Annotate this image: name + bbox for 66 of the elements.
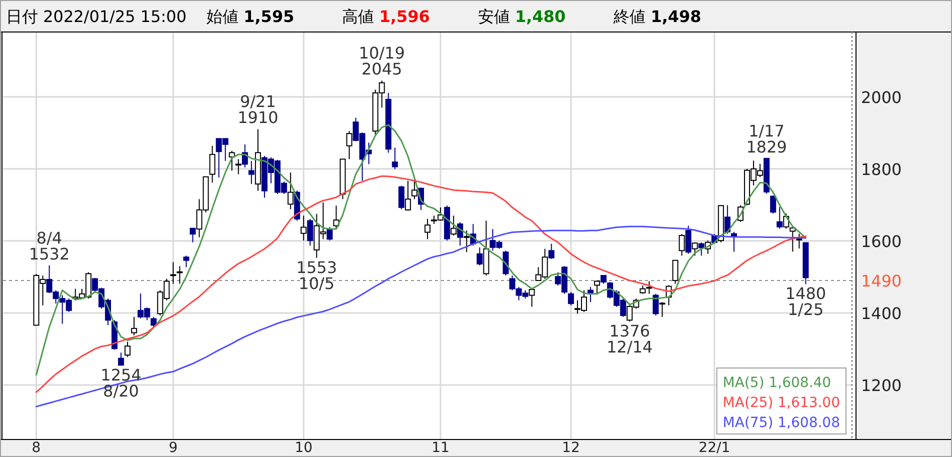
title: 日付 2022/01/25 15:00 [6, 7, 186, 26]
candlestick [548, 243, 554, 260]
x-tick: 22/1 [698, 440, 730, 456]
header-item: 始値 1,595 [206, 7, 294, 26]
y-tick: 1800 [861, 160, 902, 179]
candlestick [183, 255, 190, 268]
candlestick [502, 250, 509, 276]
candlestick [124, 341, 131, 358]
candlestick [659, 302, 666, 318]
candlestick [476, 246, 483, 266]
x-tick: 9 [168, 440, 178, 456]
annotation: 1/17 1829 [746, 121, 787, 156]
candlestick [450, 215, 457, 236]
candlestick [176, 266, 183, 284]
candlestick [346, 130, 352, 160]
candlestick [528, 289, 535, 308]
candlestick [724, 204, 730, 234]
candlestick [692, 242, 698, 256]
candlestick [678, 234, 685, 256]
candlestick [209, 145, 216, 184]
candlestick [131, 316, 138, 336]
header-item: 高値 1,596 [342, 7, 430, 26]
candlestick [190, 228, 196, 243]
annotation: 8/4 1532 [28, 228, 70, 264]
annotation: 1254 8/20 [100, 366, 142, 401]
y-tick: 1600 [861, 232, 902, 251]
candlestick [398, 185, 404, 210]
x-tick: 10 [294, 440, 313, 456]
legend-item: MA(25) 1,613.00 [722, 395, 840, 411]
candlestick [424, 218, 430, 240]
y-tick: 1200 [861, 376, 902, 395]
y-tick: 1400 [861, 304, 902, 323]
x-tick: 8 [32, 440, 41, 456]
candlestick [235, 158, 242, 175]
ref-label: 1490 [861, 272, 902, 291]
candlestick [228, 150, 235, 172]
candlestick [404, 180, 411, 212]
x-tick: 11 [432, 440, 450, 456]
candlestick [333, 205, 340, 230]
candlestick [685, 225, 692, 254]
candlestick [288, 172, 294, 210]
candlestick [307, 218, 314, 246]
annotation: 1376 12/14 [606, 322, 653, 357]
legend-item: MA(5) 1,608.40 [722, 375, 832, 391]
annotation: 10/19 2045 [358, 44, 405, 79]
candlestick [464, 230, 470, 253]
candlestick [652, 293, 659, 316]
annotation: 1480 1/25 [785, 284, 826, 320]
legend-item: MA(75) 1,608.08 [722, 415, 840, 431]
candlestick [248, 160, 254, 184]
candlestick [118, 352, 124, 366]
candlestick [392, 147, 398, 170]
candlestick [568, 292, 574, 306]
header-item: 終値 1,498 [614, 7, 702, 26]
candlestick [170, 262, 176, 284]
y-tick: 2000 [861, 88, 902, 107]
header-item: 安値 1,480 [478, 7, 566, 26]
candlestick [594, 280, 600, 294]
candlestick [300, 215, 307, 242]
candlestick [770, 195, 776, 214]
x-tick: 12 [562, 440, 580, 456]
annotation: 9/21 1910 [238, 92, 278, 128]
candlestick [672, 260, 678, 284]
annotation: 1553 10/5 [296, 258, 337, 293]
candlestick [796, 233, 802, 249]
candlestick [776, 206, 783, 230]
